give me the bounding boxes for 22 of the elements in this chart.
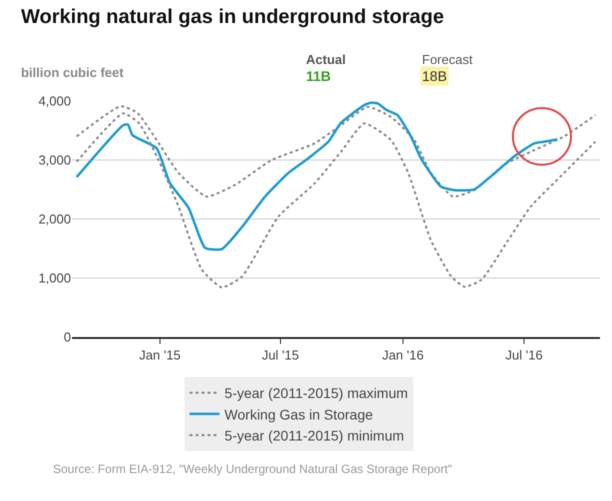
legend-label: Working Gas in Storage (224, 406, 374, 422)
line-series (76, 112, 596, 288)
y-tick-label: 0 (64, 330, 71, 345)
text: 11B (306, 68, 331, 84)
y-tick-label: 3,000 (38, 152, 71, 168)
x-tick-label: Jul '16 (506, 348, 543, 363)
legend-label: 5-year (2011-2015) minimum (224, 428, 404, 444)
text: Forecast (422, 52, 473, 67)
y-tick-label: 1,000 (38, 270, 71, 286)
chart-title: Working natural gas in underground storage (21, 6, 444, 28)
y-axis-title: billion cubic feet (21, 65, 124, 80)
text: Actual (306, 52, 346, 67)
x-tick-label: Jul '15 (262, 348, 299, 363)
line-series (76, 105, 596, 198)
line-series (75, 102, 559, 251)
y-tick-label: 2,000 (38, 212, 71, 227)
source-note: Source: Form EIA-912, "Weekly Underground Natural Gas Storage Report" (53, 462, 452, 476)
text: 18B (422, 68, 447, 84)
x-tick-label: Jan '15 (139, 348, 181, 363)
x-tick-label: Jan '16 (382, 348, 424, 363)
y-tick-label: 4,000 (38, 94, 71, 109)
legend-label: 5-year (2011-2015) maximum (224, 385, 408, 402)
